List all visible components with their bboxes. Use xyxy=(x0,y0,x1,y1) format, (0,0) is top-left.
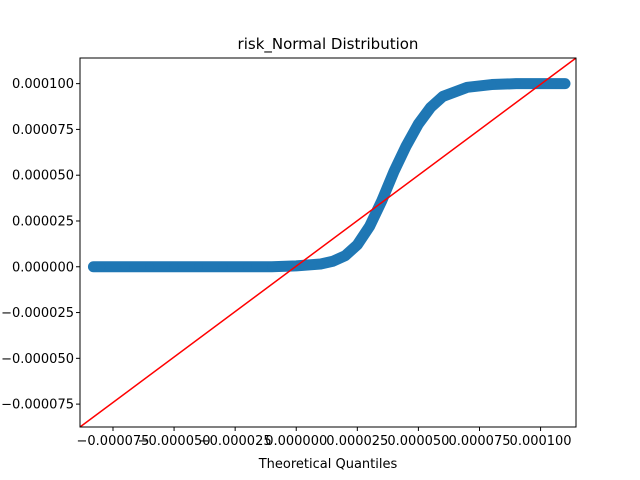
plot-area xyxy=(79,57,577,428)
data-point xyxy=(401,141,411,151)
data-point xyxy=(340,251,350,261)
data-point xyxy=(145,262,155,272)
y-tick-label: 0.000025 xyxy=(12,214,74,229)
data-point xyxy=(426,102,436,112)
x-axis-label: Theoretical Quantiles xyxy=(258,457,398,472)
data-point xyxy=(194,262,204,272)
data-point xyxy=(267,262,277,272)
x-tick-label: 0.000075 xyxy=(448,434,510,449)
x-tick-label: 0.000025 xyxy=(326,434,388,449)
data-point xyxy=(560,79,570,89)
data-point xyxy=(316,259,326,269)
y-tick-label: 0.000000 xyxy=(12,260,74,275)
data-point xyxy=(169,262,179,272)
chart-title: risk_Normal Distribution xyxy=(238,35,419,54)
reference-line xyxy=(79,57,577,428)
data-point xyxy=(96,262,106,272)
data-point xyxy=(377,196,387,206)
data-point xyxy=(120,262,130,272)
x-tick-label: 0.000050 xyxy=(387,434,449,449)
data-point xyxy=(511,79,521,89)
data-point xyxy=(352,240,362,250)
y-tick-label: 0.000100 xyxy=(12,77,74,92)
x-tick-label: −0.000025 xyxy=(199,434,272,449)
data-point xyxy=(487,80,497,90)
data-point xyxy=(328,256,338,266)
y-axis-ticks: −0.000075 −0.000050 −0.000025 0.000000 0.000… xyxy=(1,77,80,413)
y-tick-label: 0.000075 xyxy=(12,123,74,138)
y-tick-label: −0.000025 xyxy=(1,306,74,321)
data-point xyxy=(438,91,448,101)
plot-frame xyxy=(79,57,577,428)
data-point xyxy=(413,119,423,129)
data-point xyxy=(389,167,399,177)
x-tick-label: −0.000050 xyxy=(138,434,211,449)
x-tick-label: −0.000075 xyxy=(77,434,150,449)
data-point xyxy=(88,262,98,272)
data-point xyxy=(218,262,228,272)
y-tick-label: −0.000050 xyxy=(1,352,74,367)
x-tick-label: 0.000000 xyxy=(265,434,327,449)
data-point xyxy=(365,221,375,231)
y-tick-label: 0.000050 xyxy=(12,169,74,184)
data-layer xyxy=(79,57,577,428)
data-point xyxy=(242,262,252,272)
x-tick-label: 0.000100 xyxy=(510,434,572,449)
data-point xyxy=(462,82,472,92)
data-point xyxy=(548,79,558,89)
y-tick-label: −0.000075 xyxy=(1,398,74,413)
